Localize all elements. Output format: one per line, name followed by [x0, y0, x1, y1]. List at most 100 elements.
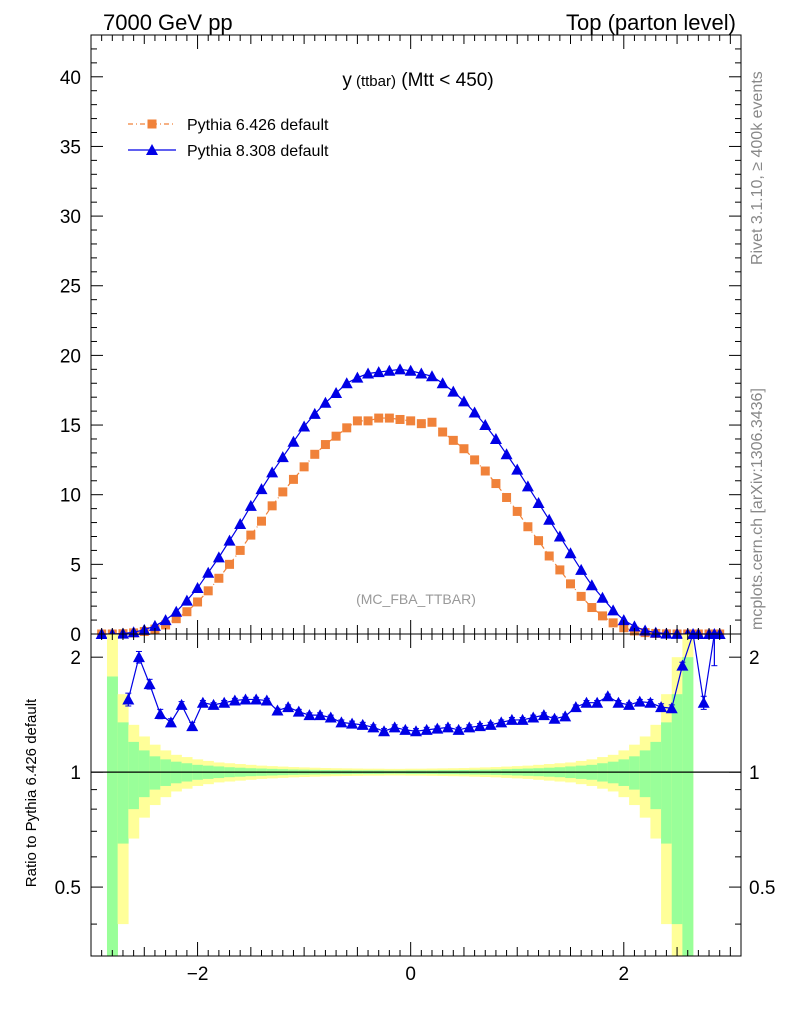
- ratio-point: [420, 723, 433, 735]
- ratio-point: [346, 717, 359, 729]
- pythia8-point: [468, 406, 481, 418]
- uncertainty-band-green: [650, 741, 662, 810]
- pythia8-point: [425, 370, 438, 382]
- main-plot-panel: 0 5 10 15 20 25 30 35 40 y (ttbar) (Mtt < 450) (…: [60, 34, 742, 646]
- ratio-point: [431, 722, 444, 734]
- pythia6-point: [427, 417, 437, 427]
- ratio-point: [623, 698, 636, 710]
- ratio-point: [378, 725, 391, 737]
- legend-label-pythia6: Pythia 6.426 default: [187, 117, 329, 134]
- pythia8-point: [457, 395, 470, 407]
- uncertainty-band-green: [138, 750, 150, 798]
- ratio-point: [655, 701, 668, 713]
- plot-title-main: y: [342, 70, 352, 91]
- ratio-point: [324, 711, 337, 723]
- ratio-point: [303, 709, 316, 721]
- ratio-point: [665, 702, 678, 714]
- pythia8-point: [298, 420, 311, 432]
- ratio-point: [644, 696, 657, 708]
- pythia8-point: [553, 530, 566, 542]
- pythia6-point: [544, 551, 554, 561]
- ratio-point: [164, 716, 177, 728]
- pythia8-point: [266, 466, 279, 478]
- pythia6-point: [470, 455, 480, 465]
- ratio-point: [495, 716, 508, 728]
- pythia8-point: [234, 517, 247, 529]
- ratio-point: [516, 713, 529, 725]
- pythia6-point: [267, 501, 277, 511]
- pythia6-point: [512, 506, 522, 516]
- pythia6-point: [193, 597, 203, 607]
- pythia8-point: [543, 513, 556, 525]
- ratio-point: [410, 725, 422, 737]
- pythia6-point: [299, 462, 309, 472]
- plot-title-sub: (ttbar): [352, 73, 396, 90]
- pythia6-point: [203, 586, 213, 596]
- ratio-point: [367, 721, 380, 733]
- pythia6-point: [587, 603, 597, 613]
- uncertainty-band-green: [106, 676, 118, 956]
- ratio-point: [335, 716, 348, 728]
- pythia8-point: [436, 377, 449, 389]
- pythia8-point: [148, 619, 161, 631]
- ratio-point: [612, 696, 625, 708]
- pythia8-point: [287, 435, 300, 447]
- pythia8-point: [276, 451, 289, 463]
- legend-label-pythia8: Pythia 8.308 default: [187, 143, 329, 160]
- ratio-plot-frame: [90, 633, 742, 957]
- ratio-point: [452, 723, 465, 735]
- pythia6-point: [597, 611, 607, 621]
- pythia6-point: [214, 573, 224, 583]
- uncertainty-band-green: [117, 722, 129, 844]
- ratio-point: [473, 720, 486, 732]
- plot-title: y (ttbar) (Mtt < 450): [342, 70, 493, 91]
- legend: Pythia 6.426 default Pythia 8.308 defaul…: [128, 117, 329, 160]
- ratio-point: [207, 698, 220, 710]
- pythia6-point: [310, 449, 320, 459]
- pythia6-point: [438, 427, 448, 437]
- pythia8-point: [170, 605, 183, 617]
- pythia6-point: [534, 536, 544, 546]
- header-left-label: 7000 GeV pp: [103, 10, 233, 35]
- pythia8-point: [330, 387, 343, 399]
- pythia8-point: [351, 371, 364, 383]
- pythia6-point: [374, 413, 384, 423]
- pythia6-point: [502, 492, 512, 502]
- ratio-point: [271, 704, 284, 716]
- ratio-point: [132, 651, 145, 663]
- pythia8-point: [223, 534, 236, 546]
- top-ytick-label: 15: [60, 416, 81, 437]
- pythia6-point: [406, 416, 416, 426]
- ratio-point: [697, 696, 710, 708]
- ratio-point: [282, 701, 295, 713]
- pythia6-point: [480, 466, 490, 476]
- pythia8-point: [394, 363, 407, 375]
- pythia6-point: [278, 487, 288, 497]
- ratio-ytick-label-left: 2: [70, 648, 81, 669]
- legend-marker-square: [147, 119, 157, 129]
- pythia8-point: [489, 432, 502, 444]
- pythia8-point: [500, 448, 513, 460]
- pythia6-point: [363, 416, 373, 426]
- ratio-point: [559, 710, 572, 722]
- pythia8-point: [244, 499, 257, 511]
- uncertainty-band-green: [128, 741, 140, 810]
- ratio-point: [484, 718, 497, 730]
- pythia8-point: [383, 364, 396, 376]
- ratio-point: [633, 695, 646, 707]
- ratio-point: [314, 709, 327, 721]
- ratio-ylabel: Ratio to Pythia 6.426 default: [23, 698, 40, 887]
- pythia6-point: [448, 435, 458, 445]
- pythia8-point: [628, 620, 641, 632]
- pythia6-point: [331, 431, 341, 441]
- ratio-point: [527, 711, 540, 723]
- legend-entry-pythia8: Pythia 8.308 default: [128, 143, 329, 160]
- pythia8-point: [362, 367, 375, 379]
- ratio-ytick-label-left: 1: [70, 763, 81, 784]
- pythia6-point: [555, 565, 565, 575]
- pythia6-point: [352, 416, 362, 426]
- pythia8-point: [596, 591, 609, 603]
- pythia6-point: [235, 545, 245, 555]
- pythia8-point: [585, 579, 598, 591]
- ratio-point: [196, 696, 209, 708]
